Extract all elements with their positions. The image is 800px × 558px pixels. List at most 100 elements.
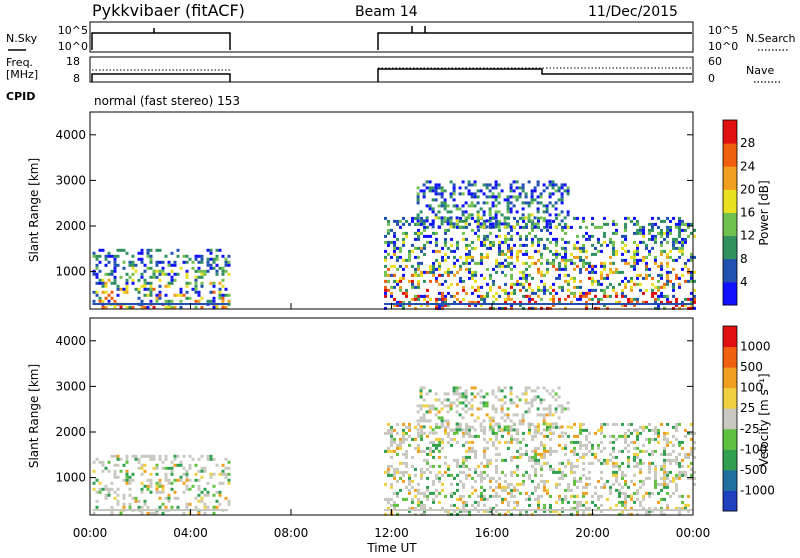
heatmap-cell: [405, 449, 408, 453]
heatmap-cell: [464, 210, 468, 214]
heatmap-cell: [495, 491, 498, 495]
heatmap-cell: [504, 240, 507, 244]
heatmap-cell: [435, 473, 438, 477]
heatmap-cell: [402, 434, 405, 438]
heatmap-cell: [543, 461, 546, 465]
heatmap-cell: [546, 306, 549, 310]
heatmap-cell: [540, 443, 543, 447]
heatmap-cell: [480, 479, 483, 483]
heatmap-cell: [663, 449, 666, 453]
heatmap-cell: [422, 419, 426, 423]
heatmap-cell: [453, 294, 456, 298]
heatmap-cell: [107, 493, 111, 497]
heatmap-cell: [522, 219, 525, 223]
heatmap-cell: [621, 422, 624, 426]
heatmap-cell: [543, 452, 546, 456]
heatmap-cell: [669, 300, 672, 304]
heatmap-cell: [516, 455, 519, 459]
heatmap-cell: [470, 195, 474, 199]
heatmap-cell: [612, 285, 615, 289]
x-tick-label: 16:00: [475, 526, 510, 540]
heatmap-cell: [411, 285, 414, 289]
heatmap-cell: [495, 222, 498, 226]
heatmap-cell: [591, 500, 594, 504]
heatmap-cell: [438, 491, 441, 495]
ground-scatter-strip: [92, 303, 229, 305]
heatmap-cell: [564, 431, 567, 435]
heatmap-cell: [498, 440, 501, 444]
heatmap-cell: [567, 279, 570, 283]
heatmap-cell: [390, 485, 393, 489]
heatmap-cell: [422, 222, 426, 226]
heatmap-cell: [525, 279, 528, 283]
heatmap-cell: [131, 454, 135, 458]
heatmap-cell: [570, 512, 573, 516]
heatmap-cell: [441, 303, 444, 307]
heatmap-cell: [597, 240, 600, 244]
heatmap-cell: [470, 201, 474, 205]
heatmap-cell: [506, 204, 510, 208]
heatmap-cell: [558, 264, 561, 268]
heatmap-cell: [612, 464, 615, 468]
heatmap-cell: [642, 258, 645, 262]
heatmap-cell: [95, 257, 99, 261]
heatmap-cell: [140, 472, 144, 476]
heatmap-cell: [633, 282, 636, 286]
heatmap-cell: [486, 252, 489, 256]
heatmap-cell: [440, 407, 444, 411]
heatmap-cell: [555, 267, 558, 271]
heatmap-cell: [504, 258, 507, 262]
heatmap-cell: [221, 296, 225, 300]
heatmap-cell: [188, 454, 192, 458]
heatmap-cell: [465, 243, 468, 247]
heatmap-cell: [453, 491, 456, 495]
heatmap-cell: [197, 457, 201, 461]
heatmap-cell: [416, 419, 420, 423]
heatmap-cell: [152, 305, 156, 309]
heatmap-cell: [101, 463, 105, 467]
heatmap-cell: [447, 267, 450, 271]
heatmap-cell: [489, 494, 492, 498]
heatmap-cell: [417, 497, 420, 501]
heatmap-cell: [512, 422, 516, 426]
heatmap-cell: [570, 467, 573, 471]
heatmap-cell: [206, 263, 210, 267]
heatmap-cell: [429, 297, 432, 301]
heatmap-cell: [179, 475, 183, 479]
heatmap-cell: [531, 422, 534, 426]
heatmap-cell: [390, 255, 393, 259]
heatmap-cell: [423, 297, 426, 301]
heatmap-cell: [131, 472, 135, 476]
heatmap-cell: [468, 446, 471, 450]
heatmap-cell: [164, 284, 168, 288]
heatmap-cell: [425, 204, 429, 208]
heatmap-cell: [510, 437, 513, 441]
heatmap-cell: [651, 428, 654, 432]
heatmap-cell: [494, 195, 498, 199]
heatmap-cell: [420, 219, 423, 223]
heatmap-cell: [660, 512, 663, 516]
heatmap-cell: [600, 288, 603, 292]
heatmap-cell: [441, 300, 444, 304]
heatmap-cell: [465, 237, 468, 241]
heatmap-cell: [444, 470, 447, 474]
heatmap-cell: [477, 434, 480, 438]
heatmap-cell: [576, 216, 579, 220]
heatmap-cell: [515, 428, 519, 432]
heatmap-cell: [687, 464, 690, 468]
heatmap-cell: [402, 440, 405, 444]
heatmap-cell: [402, 306, 405, 310]
heatmap-cell: [465, 425, 468, 429]
heatmap-cell: [603, 294, 606, 298]
heatmap-cell: [474, 273, 477, 277]
heatmap-cell: [402, 452, 405, 456]
heatmap-cell: [527, 407, 531, 411]
heatmap-cell: [405, 425, 408, 429]
heatmap-cell: [143, 284, 147, 288]
heatmap-cell: [543, 479, 546, 483]
heatmap-cell: [566, 401, 570, 405]
heatmap-cell: [444, 509, 447, 513]
heatmap-cell: [618, 449, 621, 453]
heatmap-cell: [119, 305, 123, 309]
heatmap-cell: [137, 499, 141, 503]
